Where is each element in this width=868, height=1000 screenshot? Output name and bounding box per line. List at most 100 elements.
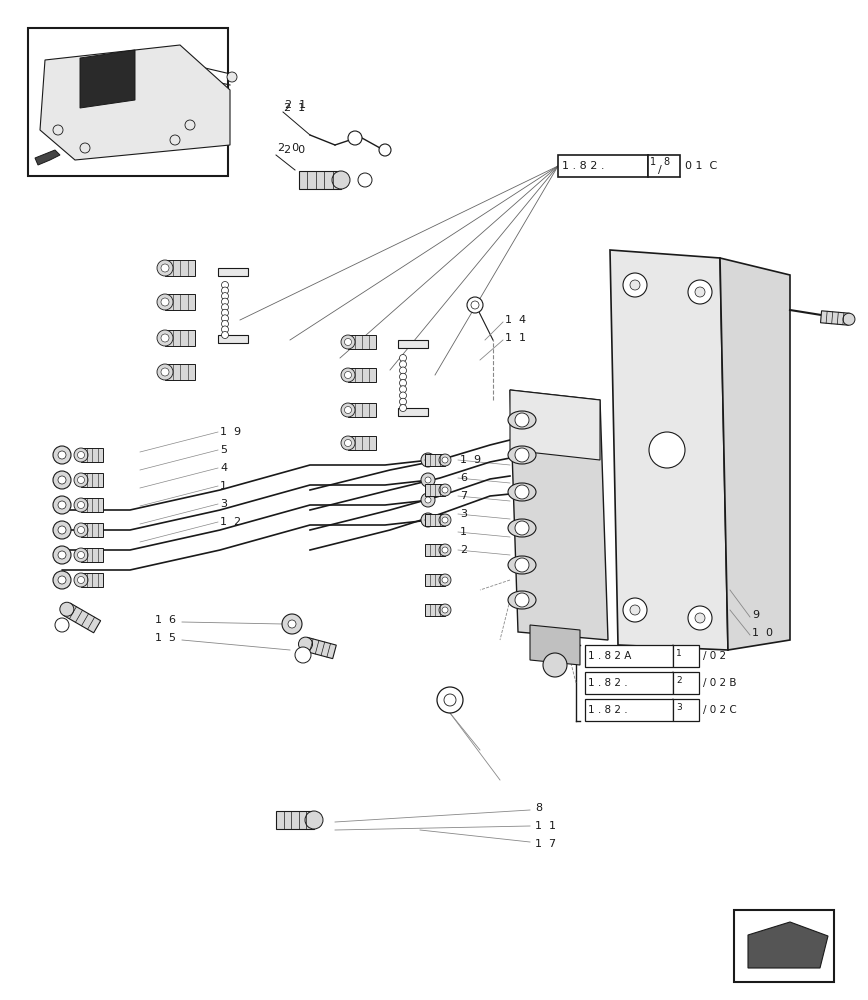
Circle shape (221, 287, 228, 294)
Circle shape (221, 293, 228, 300)
Polygon shape (165, 330, 195, 346)
Circle shape (515, 485, 529, 499)
Polygon shape (81, 523, 103, 537)
Text: 1: 1 (220, 481, 227, 491)
Circle shape (53, 521, 71, 539)
Circle shape (425, 497, 431, 503)
Text: / 0 2 C: / 0 2 C (703, 705, 737, 715)
Polygon shape (40, 45, 230, 160)
Circle shape (299, 637, 312, 651)
Circle shape (221, 309, 228, 316)
Circle shape (421, 493, 435, 507)
Ellipse shape (508, 483, 536, 501)
Circle shape (53, 446, 71, 464)
Text: 1  1: 1 1 (535, 821, 556, 831)
Circle shape (55, 618, 69, 632)
Circle shape (688, 280, 712, 304)
Polygon shape (165, 260, 195, 276)
Polygon shape (80, 50, 135, 108)
Circle shape (77, 477, 84, 484)
Circle shape (157, 260, 173, 276)
Polygon shape (510, 390, 608, 640)
Circle shape (53, 571, 71, 589)
Circle shape (221, 298, 228, 305)
Polygon shape (81, 473, 103, 487)
Circle shape (80, 143, 90, 153)
Circle shape (623, 273, 647, 297)
Bar (398, 408, 428, 416)
Text: 1  9: 1 9 (460, 455, 481, 465)
Circle shape (58, 551, 66, 559)
Circle shape (161, 368, 169, 376)
Circle shape (399, 379, 406, 386)
Text: 1  7: 1 7 (535, 839, 556, 849)
Circle shape (439, 544, 451, 556)
Text: 1: 1 (460, 527, 467, 537)
Polygon shape (748, 922, 828, 968)
Circle shape (399, 373, 406, 380)
Bar (585, 645, 673, 667)
Text: 6: 6 (460, 473, 467, 483)
Circle shape (53, 125, 63, 135)
Circle shape (379, 144, 391, 156)
Circle shape (695, 613, 705, 623)
Ellipse shape (508, 519, 536, 537)
Circle shape (399, 386, 406, 393)
Circle shape (425, 517, 431, 523)
Circle shape (439, 454, 451, 466)
Text: 2  0: 2 0 (284, 145, 306, 155)
Polygon shape (348, 335, 376, 349)
Text: 1  5: 1 5 (155, 633, 176, 643)
Circle shape (442, 457, 448, 463)
Text: 9: 9 (752, 610, 760, 620)
Circle shape (185, 120, 195, 130)
Circle shape (623, 598, 647, 622)
Circle shape (439, 484, 451, 496)
Circle shape (442, 517, 448, 523)
Circle shape (58, 476, 66, 484)
Circle shape (471, 301, 479, 309)
Circle shape (74, 448, 88, 462)
Bar (585, 699, 673, 721)
Circle shape (77, 526, 84, 534)
Circle shape (442, 487, 448, 493)
Polygon shape (304, 637, 336, 659)
Text: / 0 2: / 0 2 (703, 651, 727, 661)
Bar (585, 672, 673, 694)
Circle shape (425, 477, 431, 483)
Circle shape (170, 135, 180, 145)
Text: 1 . 8 2 .: 1 . 8 2 . (588, 705, 628, 715)
Polygon shape (165, 294, 195, 310)
Text: 1 . 8 2 A: 1 . 8 2 A (588, 651, 631, 661)
Polygon shape (299, 171, 341, 189)
Text: 2: 2 (676, 676, 681, 685)
Text: 8: 8 (663, 157, 669, 167)
Polygon shape (81, 573, 103, 587)
Circle shape (74, 473, 88, 487)
Circle shape (399, 398, 406, 405)
Circle shape (341, 368, 355, 382)
Circle shape (421, 513, 435, 527)
Circle shape (341, 403, 355, 417)
Text: 0 1  C: 0 1 C (685, 161, 717, 171)
Polygon shape (510, 390, 600, 460)
Circle shape (288, 620, 296, 628)
Circle shape (161, 264, 169, 272)
Circle shape (221, 326, 228, 333)
Bar (218, 335, 248, 343)
Text: 8: 8 (535, 803, 542, 813)
Text: 1  0: 1 0 (752, 628, 773, 638)
Polygon shape (348, 368, 376, 382)
Circle shape (649, 432, 685, 468)
Circle shape (442, 577, 448, 583)
Text: 1  9: 1 9 (220, 427, 241, 437)
Circle shape (345, 338, 352, 346)
Circle shape (688, 606, 712, 630)
Circle shape (442, 547, 448, 553)
Polygon shape (425, 514, 445, 526)
Polygon shape (425, 544, 445, 556)
Circle shape (843, 313, 855, 325)
Circle shape (515, 593, 529, 607)
Polygon shape (530, 625, 580, 665)
Circle shape (77, 452, 84, 458)
